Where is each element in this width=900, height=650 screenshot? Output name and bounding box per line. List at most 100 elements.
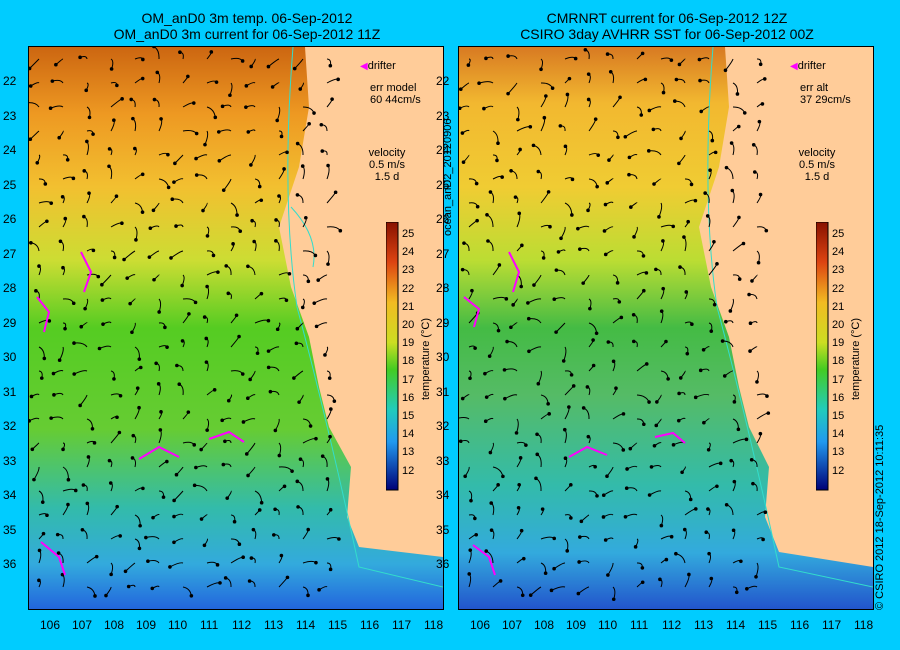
current-arrow-head	[621, 448, 626, 452]
current-arrow-head	[201, 208, 205, 213]
current-arrow-head	[631, 339, 636, 344]
current-arrow-head	[296, 505, 300, 509]
current-arrow-head	[51, 371, 56, 376]
current-arrow-head	[292, 376, 296, 380]
current-arrow-head	[641, 254, 646, 258]
current-arrow-head	[241, 420, 246, 424]
current-arrow-head	[474, 181, 479, 186]
current-arrow-head	[226, 291, 231, 296]
current-arrow-head	[172, 180, 176, 184]
current-arrow-head	[249, 556, 254, 560]
x-tick-label: 106	[40, 618, 61, 632]
current-arrow-head	[226, 398, 231, 403]
current-arrow-head	[42, 356, 47, 361]
current-arrow-head	[52, 393, 56, 397]
velocity-label: velocity	[368, 147, 406, 159]
colorbar-tick-label: 23	[832, 264, 845, 277]
current-arrow-head	[174, 472, 179, 477]
current-arrow-head	[209, 50, 214, 54]
current-arrow-head	[295, 479, 300, 484]
current-arrow-head	[34, 289, 38, 293]
current-arrow-head	[131, 433, 136, 438]
velocity-duration: 1.5 d	[374, 171, 400, 183]
current-arrow-head	[49, 416, 53, 420]
current-arrow-head	[758, 431, 763, 436]
colorbar-tick-label: 12	[832, 464, 845, 477]
current-arrow-head	[58, 239, 63, 244]
current-arrow-head	[623, 134, 628, 139]
current-arrow-head	[705, 214, 710, 218]
current-arrow-head	[690, 322, 694, 327]
right-sst-map	[459, 47, 873, 609]
current-arrow-head	[486, 239, 490, 243]
current-arrow-head	[246, 396, 250, 401]
current-arrow-head	[150, 586, 155, 591]
y-tick-label: 27	[3, 246, 17, 261]
current-arrow-head	[205, 234, 210, 238]
right-title-line1: CMRNRT current for 06-Sep-2012 12Z	[546, 10, 788, 26]
current-arrow-head	[535, 452, 540, 457]
current-arrow-head	[109, 67, 114, 71]
current-arrow-head	[326, 163, 330, 168]
right-error-text: err alt 37 29cm/s	[800, 82, 851, 106]
y-tick-label: 25	[436, 177, 450, 192]
current-arrow-head	[593, 117, 598, 121]
current-vectors	[29, 47, 343, 598]
err-label: err alt	[800, 82, 829, 94]
current-arrow-head	[120, 221, 124, 226]
y-tick-label: 30	[436, 350, 450, 364]
current-arrow-head	[180, 339, 185, 343]
current-arrow-head	[643, 77, 648, 82]
current-arrow-head	[595, 494, 599, 498]
current-arrow-head	[593, 464, 597, 469]
right-colorbar-label: temperature (°C)	[850, 317, 862, 400]
current-arrow-head	[549, 588, 554, 593]
current-arrow-head	[277, 453, 282, 458]
x-tick-label: 118	[424, 618, 444, 632]
current-arrow-head	[91, 132, 95, 136]
current-arrow-head	[211, 253, 216, 258]
current-arrow-head	[712, 239, 716, 244]
current-arrow-head	[129, 97, 134, 102]
current-arrow-head	[101, 322, 105, 326]
current-arrow-head	[246, 473, 250, 478]
y-tick-label: 31	[436, 384, 450, 399]
current-arrow-head	[463, 474, 467, 479]
current-arrow-head	[542, 115, 547, 120]
current-arrow-head	[496, 328, 501, 333]
y-tick-label: 22	[3, 74, 17, 88]
current-arrow-head	[621, 412, 626, 416]
current-arrow-head	[460, 267, 465, 272]
current-arrow-head	[172, 498, 176, 503]
current-arrow-head	[761, 537, 765, 542]
current-arrow-head	[693, 395, 698, 400]
current-arrow-head	[138, 523, 142, 528]
current-arrow-head	[569, 516, 573, 520]
current-arrow-head	[270, 85, 275, 89]
current-arrow-head	[671, 224, 676, 229]
current-arrow-head	[147, 255, 152, 259]
current-arrow-head	[232, 519, 237, 524]
current-arrow-head	[729, 141, 734, 145]
current-arrow-head	[186, 410, 191, 414]
current-arrow-head	[175, 363, 179, 368]
current-arrow-head	[482, 106, 486, 111]
current-arrow-head	[216, 130, 221, 134]
current-arrow-head	[487, 354, 492, 358]
current-arrow-head	[220, 104, 225, 109]
current-arrow-head	[737, 277, 742, 281]
current-arrow-head	[460, 131, 465, 135]
y-tick-label: 35	[3, 522, 17, 537]
colorbar-tick-label: 18	[832, 355, 845, 368]
current-arrow-head	[244, 105, 248, 109]
current-arrow-head	[569, 483, 573, 487]
current-arrow-head	[734, 590, 739, 595]
current-arrow-head	[469, 498, 473, 503]
current-arrow-head	[603, 252, 608, 257]
current-arrow-head	[246, 264, 250, 269]
current-arrow-head	[137, 357, 142, 361]
current-arrow-head	[745, 586, 749, 591]
current-arrow-head	[627, 155, 632, 160]
colorbar-tick-label: 22	[832, 282, 845, 295]
current-arrow-head	[192, 443, 197, 447]
